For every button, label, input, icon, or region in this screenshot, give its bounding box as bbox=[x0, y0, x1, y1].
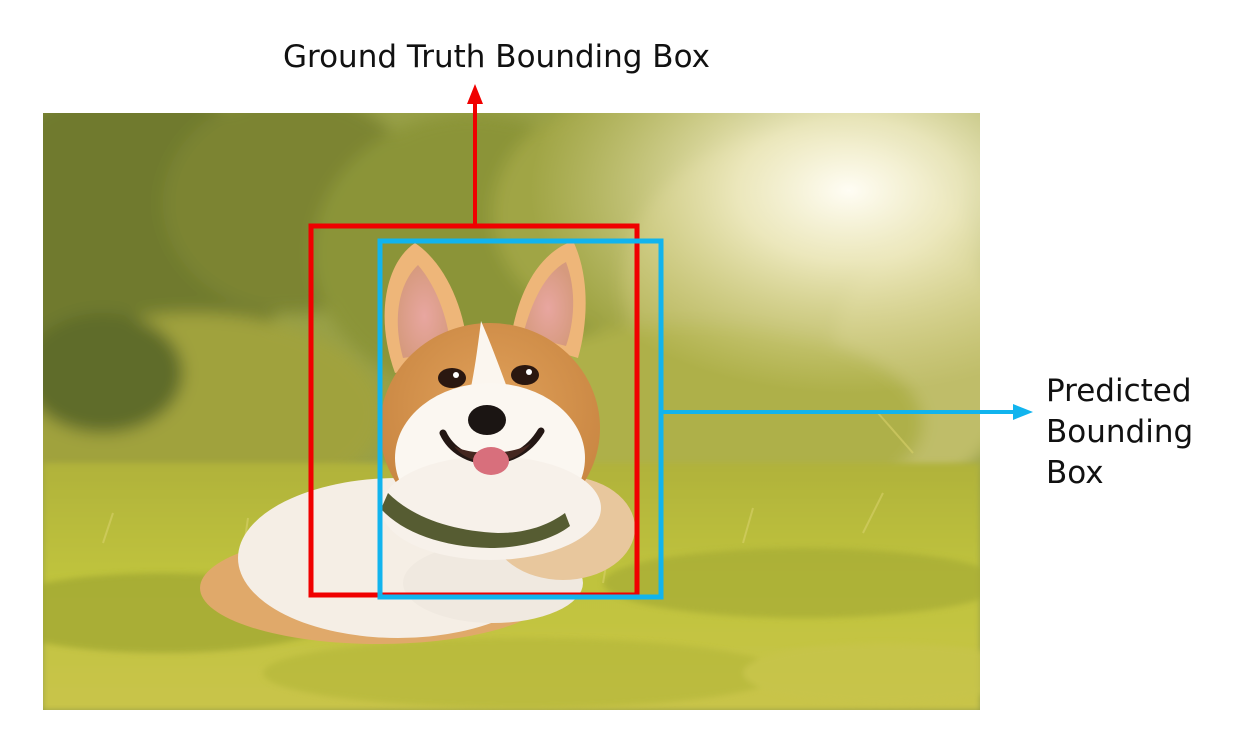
ground-truth-label: Ground Truth Bounding Box bbox=[283, 39, 710, 75]
predicted-label: Predicted Bounding Box bbox=[1046, 371, 1193, 494]
predicted-label-line-2: Bounding bbox=[1046, 414, 1194, 450]
ground-truth-arrow-head bbox=[467, 84, 483, 104]
dog-photo bbox=[43, 113, 980, 710]
predicted-label-line-1: Predicted bbox=[1046, 373, 1192, 409]
predicted-label-line-3: Box bbox=[1046, 455, 1104, 491]
predicted-arrow-head bbox=[1013, 404, 1033, 420]
